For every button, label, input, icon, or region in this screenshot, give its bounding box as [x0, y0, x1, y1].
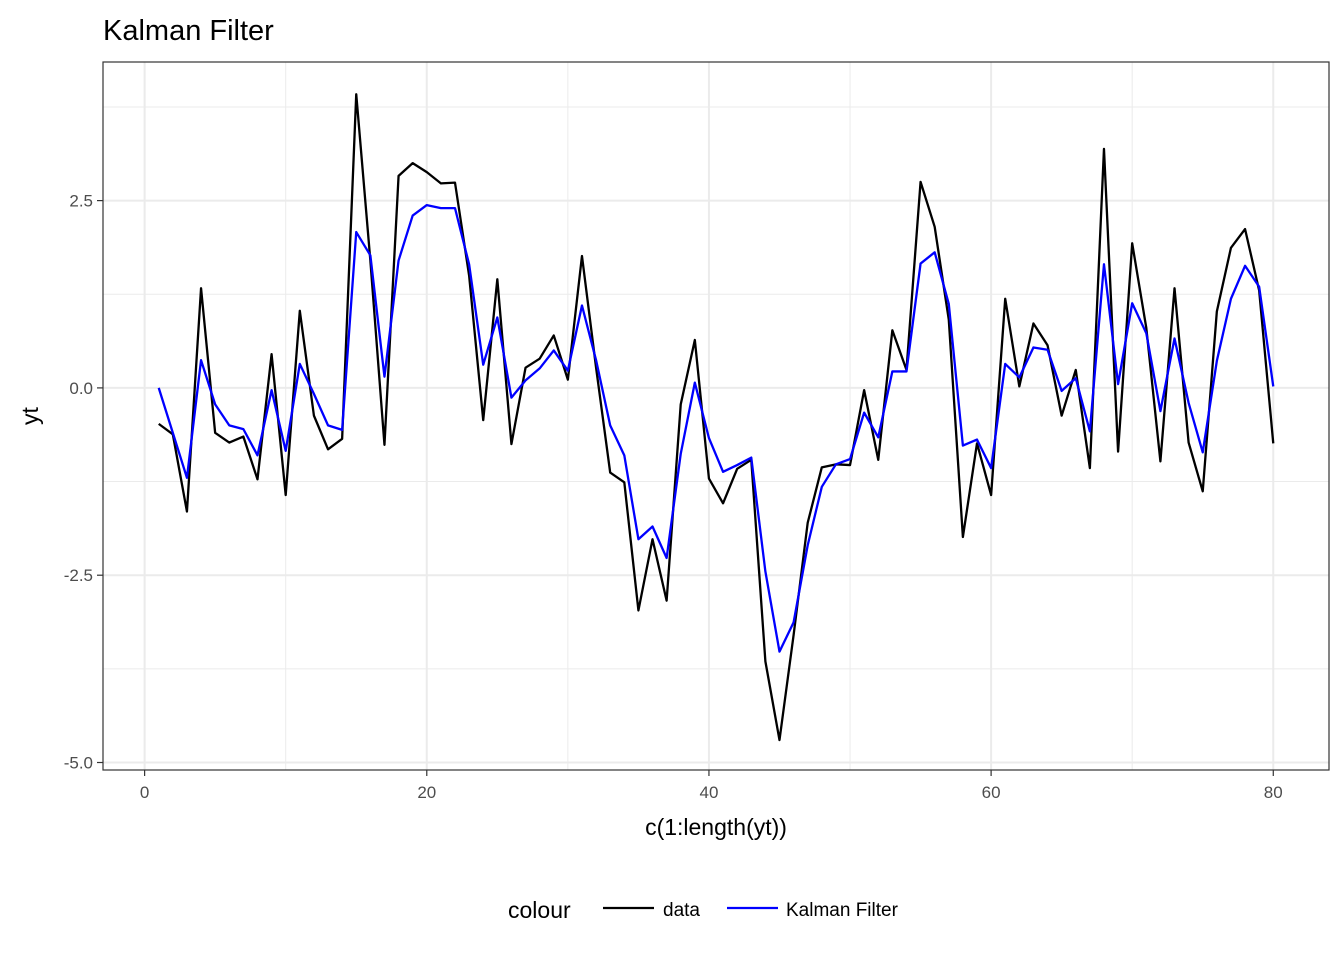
panel-border — [102, 61, 1330, 771]
x-tick-label: 60 — [982, 783, 1001, 802]
series-line-kalman-filter — [157, 203, 1275, 653]
x-tick-label: 20 — [417, 783, 436, 802]
chart-title: Kalman Filter — [103, 15, 274, 47]
y-tick-label: -2.5 — [64, 566, 93, 585]
axes: 0 20 40 60 80 -5.0 -2.5 0.0 2.5 — [64, 192, 1283, 802]
legend-label-data: data — [663, 900, 700, 921]
y-axis-title: yt — [17, 406, 43, 425]
grid — [103, 62, 1329, 770]
x-tick-label: 80 — [1264, 783, 1283, 802]
x-tick-label: 0 — [140, 783, 149, 802]
series-lines — [157, 93, 1275, 742]
y-tick-label: 2.5 — [69, 192, 93, 211]
legend: colour data Kalman Filter — [508, 897, 899, 923]
y-tick-label: -5.0 — [64, 754, 93, 773]
legend-label-kalman-filter: Kalman Filter — [786, 900, 899, 921]
legend-title: colour — [508, 897, 571, 923]
y-tick-label: 0.0 — [69, 379, 93, 398]
x-tick-label: 40 — [699, 783, 718, 802]
x-axis-title: c(1:length(yt)) — [645, 814, 787, 840]
